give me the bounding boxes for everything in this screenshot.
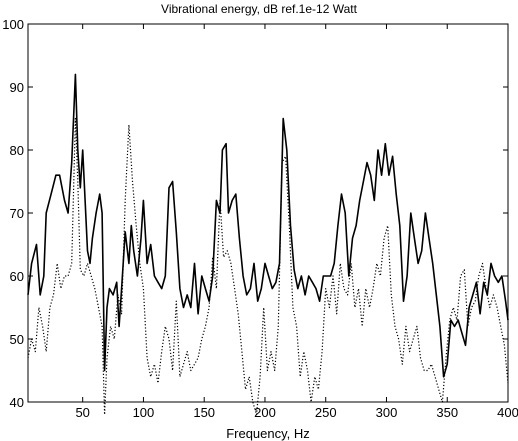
x-tick-label: 400	[497, 405, 518, 420]
x-tick-label: 350	[436, 405, 458, 420]
y-tick-label: 80	[10, 143, 24, 158]
x-tick-label: 50	[75, 405, 89, 420]
dotted-series-line	[27, 117, 509, 416]
y-tick-label: 40	[10, 395, 24, 410]
plot-frame	[27, 23, 509, 403]
y-tick-label: 70	[10, 206, 24, 221]
chart-title: Vibrational energy, dB ref.1e-12 Watt	[161, 2, 358, 16]
y-tick-label: 90	[10, 80, 24, 95]
y-tick-label: 100	[2, 17, 24, 32]
x-tick-label: 100	[133, 405, 155, 420]
solid-series-line	[27, 73, 509, 378]
y-tick-label: 50	[10, 332, 24, 347]
ticks-layer: 50 100 150 200 250 300 350 400 40 50 60 70 80 90 100	[2, 17, 518, 420]
x-axis-label: Frequency, Hz	[226, 426, 310, 441]
x-tick-label: 200	[254, 405, 276, 420]
x-tick-label: 150	[193, 405, 215, 420]
y-tick-label: 60	[10, 269, 24, 284]
x-tick-label: 300	[376, 405, 398, 420]
series-layer	[27, 73, 509, 416]
x-tick-label: 250	[315, 405, 337, 420]
